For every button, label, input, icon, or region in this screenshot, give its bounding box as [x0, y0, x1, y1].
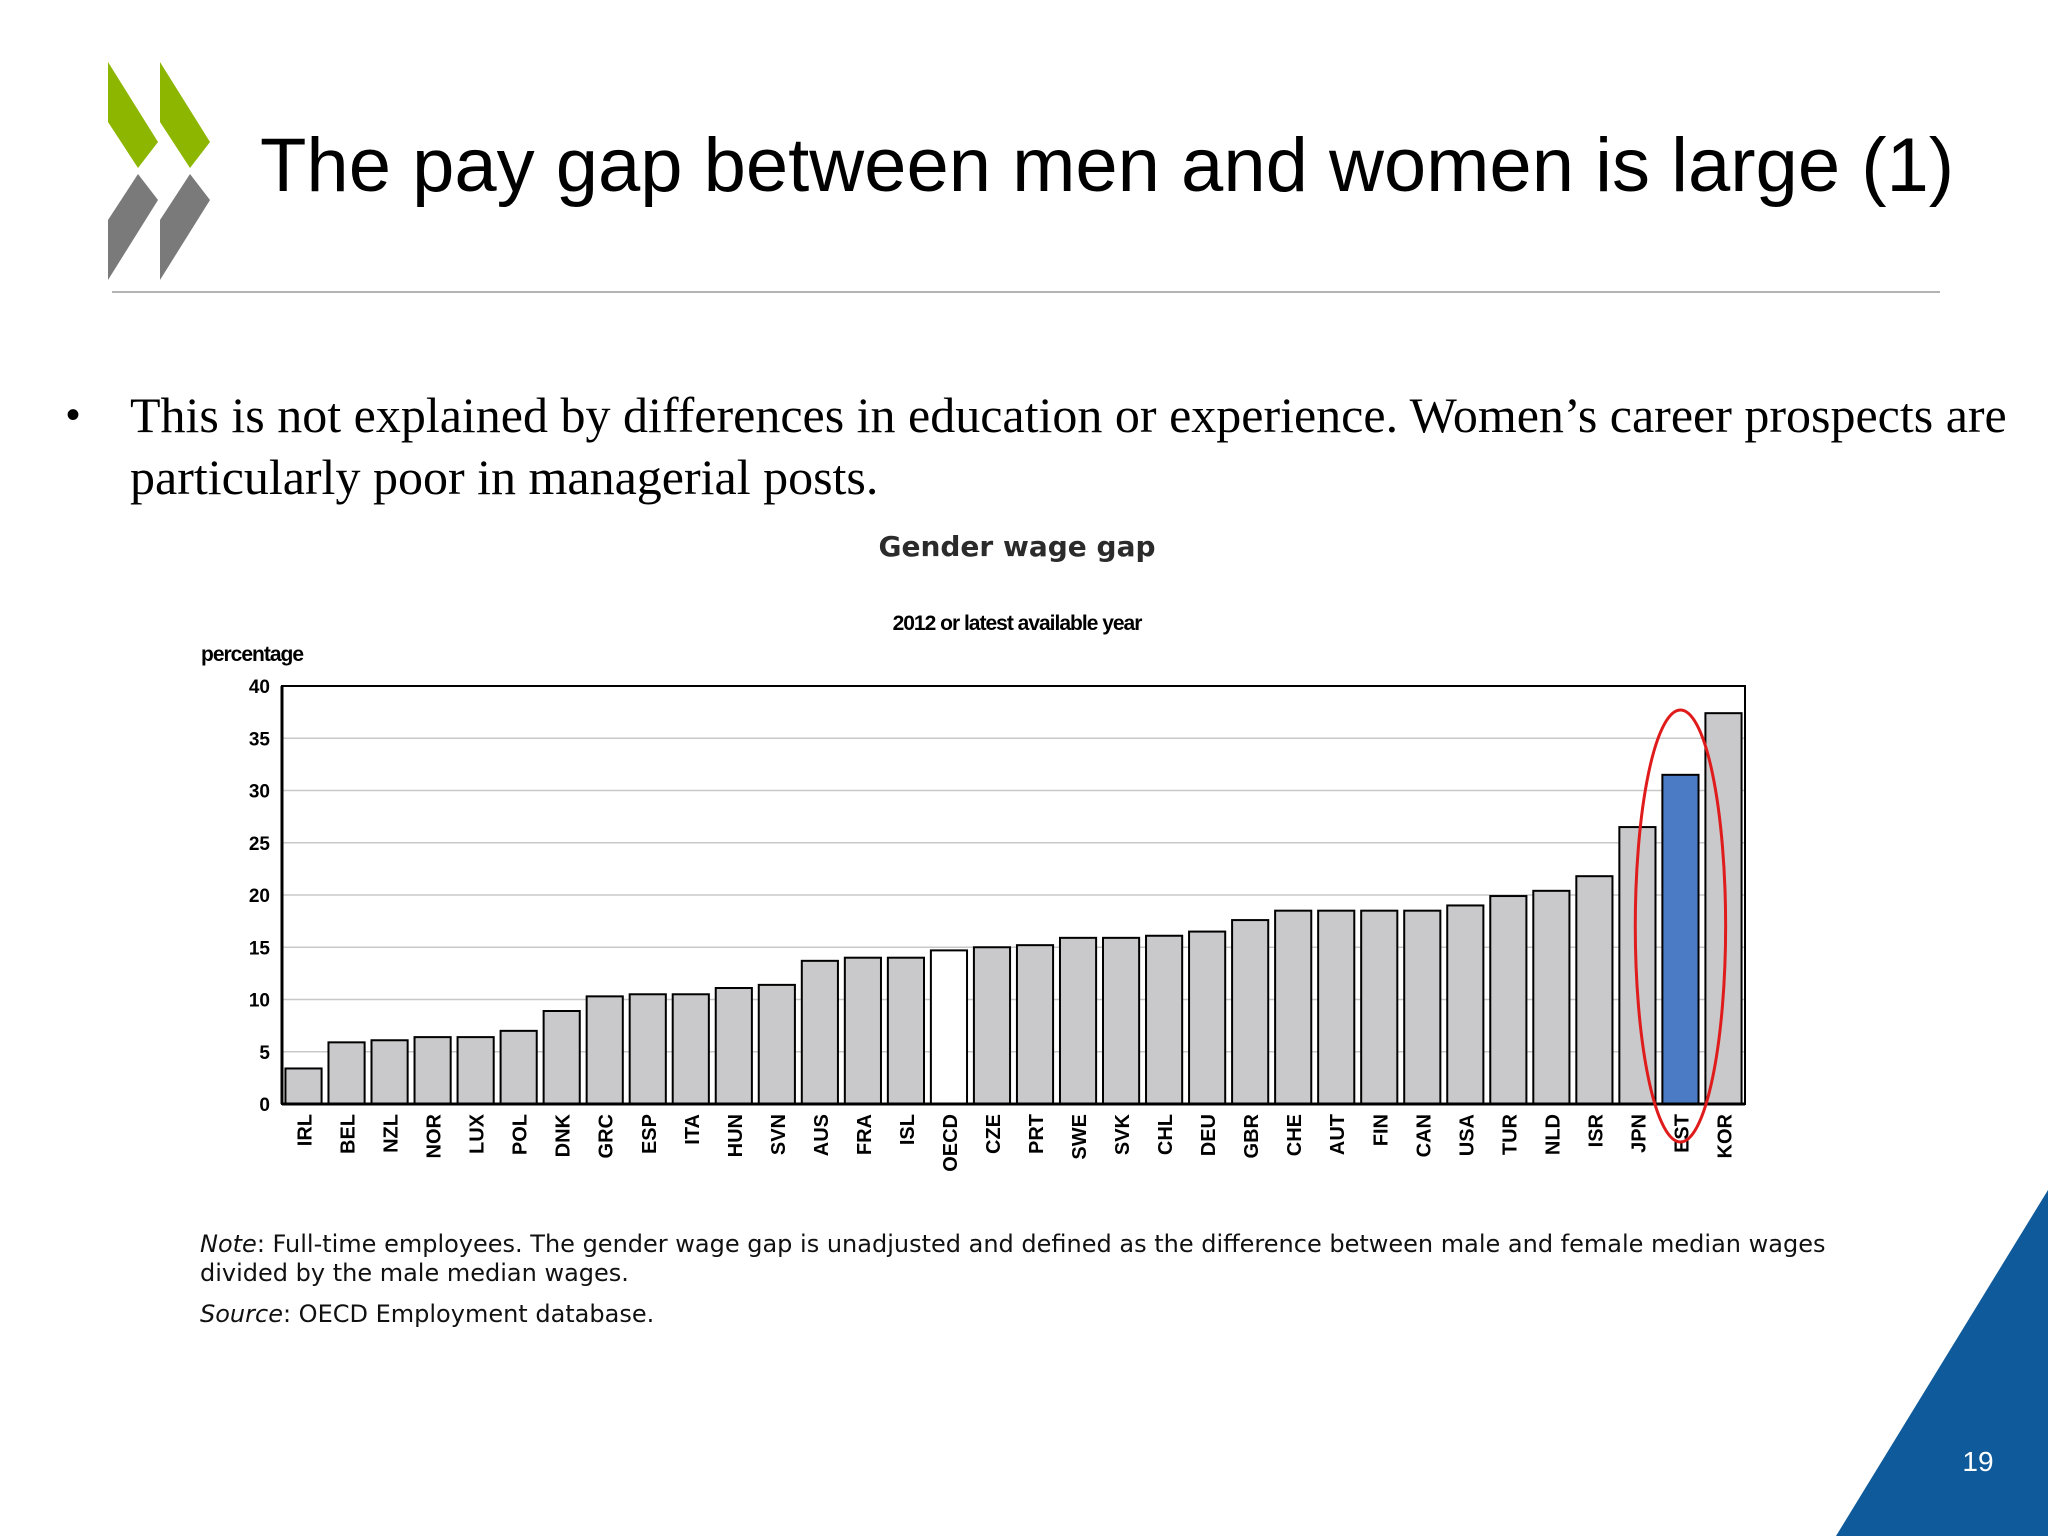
- x-tick-label: AUS: [811, 1114, 833, 1156]
- x-tick-label: LUX: [467, 1113, 489, 1154]
- title-divider: [112, 291, 1940, 293]
- bar-swe: [1058, 936, 1098, 1105]
- logo-green-chevron-left: [108, 62, 158, 168]
- x-tick-label: FRA: [854, 1114, 876, 1155]
- bar-aut: [1317, 909, 1356, 1105]
- x-tick-label: USA: [1456, 1114, 1478, 1156]
- x-tick-label: ESP: [639, 1114, 661, 1154]
- y-tick-label: 25: [249, 834, 271, 855]
- bar-isr: [1575, 875, 1614, 1105]
- x-tick-label: CZE: [983, 1114, 1005, 1154]
- chart-notes: Note: Full-time employees. The gender wa…: [200, 1230, 1860, 1329]
- bar-aus: [800, 959, 839, 1106]
- x-tick-label: SWE: [1069, 1114, 1091, 1160]
- bar-grc: [585, 995, 624, 1105]
- x-tick-label: ISL: [897, 1114, 919, 1145]
- logo-grey-chevron-left: [108, 174, 158, 280]
- x-tick-label: FIN: [1370, 1114, 1392, 1146]
- bar-che: [1274, 909, 1313, 1105]
- x-tick-label: NOR: [424, 1113, 446, 1158]
- x-tick-label: DEU: [1198, 1114, 1220, 1156]
- y-tick-label: 40: [249, 677, 270, 698]
- x-tick-label: DNK: [553, 1113, 575, 1157]
- x-tick-label: CAN: [1413, 1114, 1435, 1157]
- bar-svn: [757, 983, 796, 1105]
- x-tick-label: BEL: [338, 1114, 360, 1154]
- chart-title: Gender wage gap: [878, 530, 1156, 563]
- y-tick-label: 35: [249, 729, 271, 750]
- bar-prt: [1015, 944, 1055, 1105]
- y-tick-label: 20: [249, 886, 270, 907]
- bar-nzl: [370, 1039, 409, 1106]
- chart-note: Note: Full-time employees. The gender wa…: [200, 1230, 1860, 1288]
- bar-tur: [1489, 895, 1528, 1105]
- logo-green-chevron-right: [160, 62, 210, 168]
- x-tick-label: ISR: [1585, 1113, 1607, 1147]
- bar-nor: [413, 1036, 452, 1105]
- y-axis-label: percentage: [201, 643, 304, 666]
- bar-pol: [499, 1029, 538, 1105]
- bar-isl: [886, 956, 925, 1106]
- bar-svk: [1102, 936, 1141, 1105]
- bar-ita: [671, 993, 710, 1106]
- bar-oecd: [929, 949, 969, 1106]
- y-tick-label: 5: [259, 1043, 270, 1064]
- note-text: : Full-time employees. The gender wage g…: [200, 1230, 1826, 1287]
- source-text: : OECD Employment database.: [282, 1300, 655, 1328]
- corner-blue-shape: [1836, 1190, 2048, 1536]
- x-tick-label: GBR: [1241, 1113, 1263, 1158]
- chart-source: Source: OECD Employment database.: [200, 1300, 1860, 1329]
- chart-subtitle: 2012 or latest available year: [892, 612, 1143, 635]
- bar-cze: [972, 946, 1012, 1105]
- y-tick-label: 15: [249, 938, 271, 959]
- x-tick-label: KOR: [1714, 1113, 1736, 1158]
- page-number: 19: [1962, 1446, 1994, 1477]
- x-tick-label: SVK: [1112, 1113, 1134, 1155]
- x-tick-label: EST: [1671, 1114, 1693, 1153]
- logo-grey-chevron-right: [160, 174, 210, 280]
- x-tick-label: POL: [510, 1114, 532, 1155]
- x-tick-label: AUT: [1327, 1114, 1349, 1155]
- x-tick-label: GRC: [596, 1114, 618, 1158]
- x-tick-label: IRL: [295, 1114, 317, 1146]
- bar-bel: [327, 1041, 366, 1105]
- bullet-dot-icon: •: [66, 393, 81, 437]
- source-label: Source: [200, 1300, 283, 1328]
- note-label: Note: [200, 1230, 257, 1258]
- x-tick-label: SVN: [768, 1114, 790, 1155]
- x-tick-label: ITA: [682, 1114, 704, 1145]
- chart-axes: [280, 685, 1746, 1106]
- x-tick-label: PRT: [1026, 1114, 1048, 1154]
- bar-dnk: [542, 1009, 581, 1105]
- bullet-text: This is not explained by differences in …: [130, 387, 2007, 505]
- y-tick-label: 30: [249, 782, 270, 803]
- highlight-ellipse: [1633, 708, 1728, 1144]
- chart-bars: [284, 712, 1743, 1106]
- x-tick-label: HUN: [725, 1114, 747, 1157]
- bar-est: [1661, 773, 1700, 1105]
- oecd-logo-icon: [108, 62, 210, 280]
- bar-lux: [456, 1036, 495, 1105]
- chart-labels: 0 5 10 15 20 25 30 35 40 IRL BEL NZL NOR LUX POL DNK GRC…: [249, 677, 1737, 1172]
- bar-hun: [714, 987, 753, 1106]
- x-tick-label: TUR: [1499, 1113, 1521, 1155]
- y-tick-label: 0: [259, 1095, 270, 1116]
- x-tick-label: CHE: [1284, 1114, 1306, 1156]
- x-tick-label: NZL: [381, 1114, 403, 1153]
- x-tick-label: NLD: [1542, 1114, 1564, 1155]
- x-tick-label: OECD: [940, 1114, 962, 1172]
- bar-esp: [628, 993, 667, 1106]
- bar-gbr: [1231, 919, 1270, 1106]
- x-tick-label: CHL: [1155, 1114, 1177, 1155]
- y-tick-label: 10: [249, 991, 270, 1012]
- x-tick-label: JPN: [1628, 1114, 1650, 1153]
- slide-title: The pay gap between men and women is lar…: [260, 123, 1955, 208]
